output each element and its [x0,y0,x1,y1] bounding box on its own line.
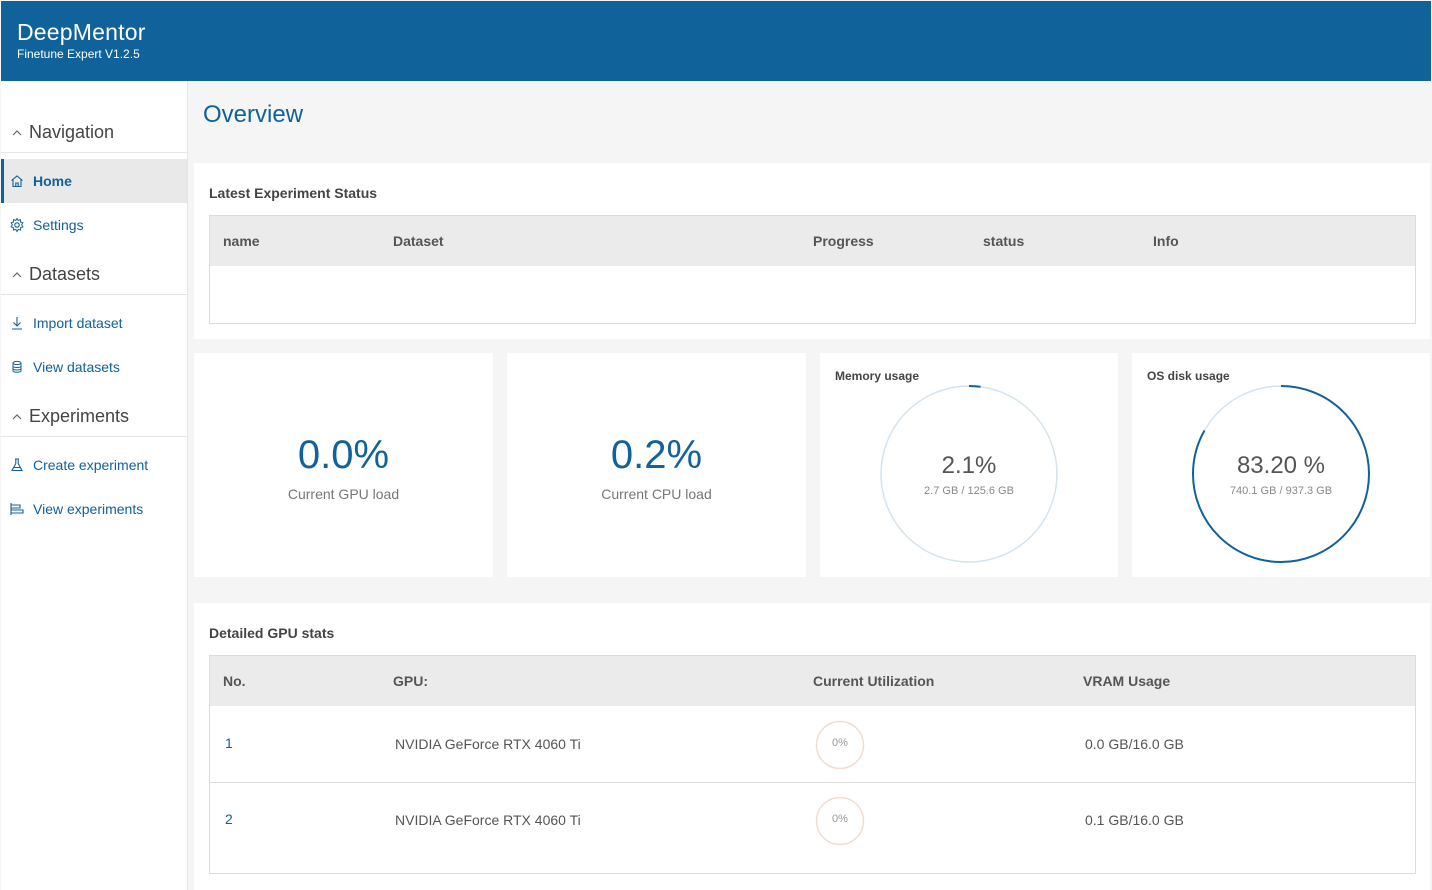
app-header: DeepMentor Finetune Expert V1.2.5 [1,1,1431,81]
disk-gauge [1192,385,1370,563]
chevron-up-icon [11,269,23,281]
column-header-progress[interactable]: Progress [813,233,874,249]
database-icon [9,359,25,375]
gpu-stats-table: No. GPU: Current Utilization VRAM Usage … [209,655,1416,874]
card-title: Latest Experiment Status [209,185,378,201]
column-header-status[interactable]: status [983,233,1025,249]
column-header-no[interactable]: No. [223,673,246,689]
vram-usage: 0.1 GB/16.0 GB [1085,812,1184,828]
page-title: Overview [203,101,304,128]
sidebar-item-label: View datasets [33,359,120,375]
disk-usage-value: 83.20 % [1236,452,1326,479]
memory-usage-value: 2.1% [941,452,997,479]
sidebar-section-label: Experiments [29,406,130,426]
table-header: No. GPU: Current Utilization VRAM Usage [210,656,1415,706]
gpu-stats-card: Detailed GPU stats No. GPU: Current Util… [194,603,1430,890]
gpu-number[interactable]: 1 [225,735,233,751]
utilization-gauge: 0% [815,720,865,770]
memory-usage-title: Memory usage [835,369,920,383]
download-icon [9,315,25,331]
gear-icon [9,217,25,233]
column-header-utilization[interactable]: Current Utilization [813,673,935,689]
column-header-name[interactable]: name [223,233,260,249]
flask-icon [9,457,25,473]
chevron-up-icon [11,411,23,423]
sidebar-item-label: Import dataset [33,315,123,331]
sidebar-item-label: Create experiment [33,457,149,473]
sidebar-item-settings[interactable]: Settings [1,203,187,247]
sidebar-section-experiments[interactable]: Experiments [1,397,187,437]
column-header-vram[interactable]: VRAM Usage [1083,673,1171,689]
experiment-status-card: Latest Experiment Status name Dataset Pr… [194,163,1430,339]
disk-usage-detail: 740.1 GB / 937.3 GB [1229,485,1333,497]
sidebar-item-import-dataset[interactable]: Import dataset [1,301,187,345]
sidebar-item-label: Home [33,173,72,189]
utilization-value: 0% [832,813,848,825]
app-version: Finetune Expert V1.2.5 [17,47,140,61]
vram-usage: 0.0 GB/16.0 GB [1085,736,1184,752]
chevron-up-icon [11,127,23,139]
table-header: name Dataset Progress status Info [210,216,1415,266]
table-row[interactable]: 1 NVIDIA GeForce RTX 4060 Ti 0% 0.0 GB/1… [210,706,1415,783]
experiment-status-table: name Dataset Progress status Info [209,215,1416,324]
sidebar-section-navigation[interactable]: Navigation [1,113,187,153]
column-header-gpu[interactable]: GPU: [393,673,428,689]
sidebar-section-datasets[interactable]: Datasets [1,255,187,295]
memory-usage-card: Memory usage 2.1% 2.7 GB / 125.6 GB [820,353,1118,577]
sidebar-item-home[interactable]: Home [1,159,187,203]
gpu-load-value: 0.0% [297,433,390,477]
gpu-number[interactable]: 2 [225,811,233,827]
column-header-dataset[interactable]: Dataset [393,233,444,249]
home-icon [9,173,25,189]
list-icon [9,501,25,517]
sidebar-item-view-experiments[interactable]: View experiments [1,487,187,531]
utilization-value: 0% [832,737,848,749]
cpu-load-label: Current CPU load [601,486,712,502]
memory-usage-detail: 2.7 GB / 125.6 GB [924,485,1014,497]
table-row[interactable]: 2 NVIDIA GeForce RTX 4060 Ti 0% 0.1 GB/1… [210,783,1415,873]
gpu-load-card: 0.0% Current GPU load [194,353,493,577]
app-title: DeepMentor [17,19,146,45]
column-header-info[interactable]: Info [1153,233,1179,249]
gpu-name: NVIDIA GeForce RTX 4060 Ti [395,736,581,752]
card-title: Detailed GPU stats [209,625,335,641]
sidebar: Navigation Home Settings Datasets Import… [1,81,188,890]
gpu-load-label: Current GPU load [287,486,400,502]
sidebar-item-view-datasets[interactable]: View datasets [1,345,187,389]
sidebar-item-label: Settings [33,217,84,233]
sidebar-item-label: View experiments [33,501,144,517]
utilization-gauge: 0% [815,796,865,846]
sidebar-section-label: Datasets [29,264,101,284]
cpu-load-card: 0.2% Current CPU load [507,353,806,577]
disk-usage-card: OS disk usage 83.20 % 740.1 GB / 937.3 G… [1132,353,1430,577]
cpu-load-value: 0.2% [610,433,703,477]
memory-gauge [880,385,1058,563]
sidebar-item-create-experiment[interactable]: Create experiment [1,443,187,487]
disk-usage-title: OS disk usage [1147,369,1230,383]
gpu-name: NVIDIA GeForce RTX 4060 Ti [395,812,581,828]
sidebar-section-label: Navigation [29,122,115,142]
